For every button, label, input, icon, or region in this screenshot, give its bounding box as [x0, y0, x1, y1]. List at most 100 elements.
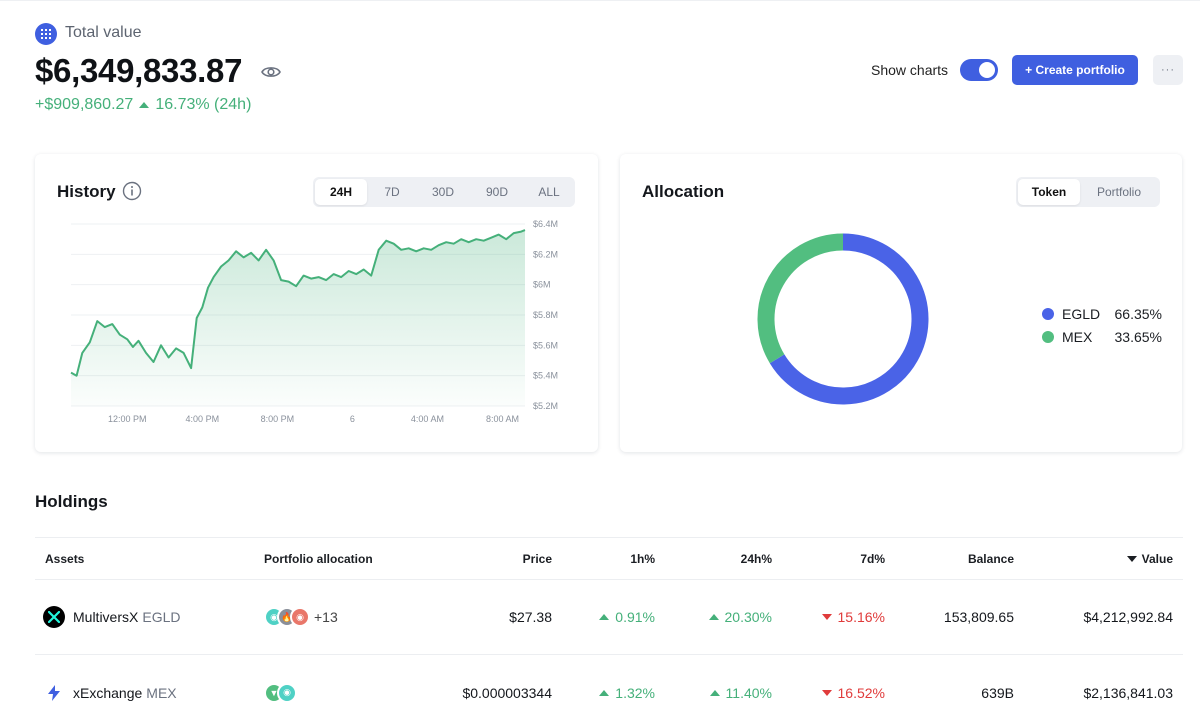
toggle-knob: [979, 62, 995, 78]
change-value: 0.91%: [615, 609, 655, 625]
change-value: 16.52%: [837, 684, 885, 701]
table-header: Assets Portfolio allocation Price 1h% 24…: [35, 537, 1183, 580]
price-cell: $0.000003344: [462, 684, 552, 701]
allocation-legend: EGLD 66.35% MEX 33.65%: [1042, 302, 1162, 348]
col-value-label: Value: [1141, 551, 1173, 566]
table-row[interactable]: MultiversX EGLD ◉ 🔥 ◉ +13 $27.38 0.91% 2…: [35, 580, 1183, 655]
tab-token[interactable]: Token: [1018, 179, 1080, 205]
asset-cell: MultiversX EGLD: [43, 580, 180, 654]
range-24h[interactable]: 24H: [315, 179, 367, 205]
info-icon[interactable]: [122, 181, 142, 206]
x-tick-label: 8:00 PM: [261, 414, 295, 424]
y-tick-label: $6.4M: [533, 219, 558, 229]
legend-name: EGLD: [1062, 305, 1101, 322]
total-value-amount: $6,349,833.87: [35, 52, 243, 89]
y-tick-label: $5.2M: [533, 401, 558, 411]
history-chart: $6.4M $6.2M $6M $5.8M $5.6M $5.4M $5.2M 12:00 P…: [70, 219, 558, 424]
change-value: 20.30%: [724, 609, 772, 625]
balance-cell: 153,809.65: [943, 609, 1014, 625]
up-arrow-icon: [139, 102, 150, 108]
tab-portfolio[interactable]: Portfolio: [1096, 185, 1142, 199]
col-24h[interactable]: 24h%: [740, 551, 772, 566]
col-balance[interactable]: Balance: [967, 551, 1014, 566]
y-tick-label: $5.6M: [533, 340, 558, 350]
down-arrow-icon: [821, 689, 832, 696]
more-options-button[interactable]: ···: [1153, 55, 1183, 85]
more-portfolios-count: +13: [314, 609, 338, 625]
value-cell: $2,136,841.03: [1083, 684, 1173, 701]
eye-icon[interactable]: [261, 62, 281, 87]
total-value-change: +$909,860.27 16.73% (24h): [35, 96, 251, 114]
col-value[interactable]: Value: [1073, 538, 1173, 579]
col-7d[interactable]: 7d%: [860, 551, 885, 566]
legend-pct: 33.65%: [1114, 328, 1162, 345]
change-value: 11.40%: [725, 684, 772, 701]
range-30d[interactable]: 30D: [431, 185, 454, 199]
portfolio-avatar: ◉: [277, 682, 297, 703]
lightning-icon: [43, 682, 65, 704]
mex-legend-dot: [1042, 330, 1054, 343]
top-divider: [0, 0, 1200, 1]
legend-mex: MEX 33.65%: [1042, 325, 1162, 348]
x-tick-label: 8:00 AM: [486, 414, 519, 424]
col-allocation[interactable]: Portfolio allocation: [264, 551, 373, 566]
asset-name: xExchange: [73, 684, 143, 701]
col-price[interactable]: Price: [522, 551, 552, 566]
x-tick-label: 12:00 PM: [108, 414, 147, 424]
history-card: History 24H 7D 30D 90D ALL $6.4M $6.2M $6M $5.8…: [35, 154, 598, 452]
sort-desc-icon: [1126, 555, 1137, 562]
table-row[interactable]: xExchange MEX ▼ ◉ $0.000003344 1.32% 11.…: [35, 655, 1183, 719]
history-line: [70, 229, 526, 377]
range-7d[interactable]: 7D: [384, 185, 400, 199]
allocation-title: Allocation: [642, 182, 725, 201]
change-24h-cell: 11.40%: [672, 655, 772, 719]
x-tick-label: 4:00 PM: [186, 414, 220, 424]
allocation-donut: [757, 233, 929, 405]
balance-cell: 639B: [981, 684, 1014, 701]
multiversx-icon: [43, 606, 65, 628]
create-portfolio-button[interactable]: + Create portfolio: [1012, 55, 1138, 85]
mex-slice[interactable]: [757, 233, 844, 364]
history-area: [71, 230, 525, 406]
up-arrow-icon: [599, 614, 610, 620]
change-24h-cell: 20.30%: [672, 580, 772, 654]
x-tick-label: 4:00 AM: [411, 414, 444, 424]
down-arrow-icon: [821, 614, 832, 620]
value-cell: $4,212,992.84: [1083, 609, 1173, 625]
allocation-cell: ▼ ◉: [264, 655, 297, 719]
y-tick-label: $6.2M: [533, 249, 558, 259]
asset-ticker: EGLD: [142, 609, 181, 625]
allocation-cell: ◉ 🔥 ◉ +13: [264, 580, 338, 654]
total-value-label: Total value: [65, 24, 142, 41]
y-tick-label: $5.4M: [533, 371, 558, 381]
legend-egld: EGLD 66.35%: [1042, 302, 1162, 325]
holdings-table: Assets Portfolio allocation Price 1h% 24…: [35, 537, 1183, 719]
asset-ticker: MEX: [146, 684, 177, 701]
allocation-card: Allocation Token Portfolio EGLD 66.35% ME…: [620, 154, 1182, 452]
legend-pct: 66.35%: [1114, 305, 1162, 322]
egld-slice[interactable]: [769, 233, 929, 405]
egld-legend-dot: [1042, 307, 1054, 320]
up-arrow-icon: [709, 689, 720, 696]
range-selector: 24H 7D 30D 90D ALL: [313, 177, 575, 207]
history-title: History: [57, 182, 116, 201]
change-1h-cell: 0.91%: [555, 580, 655, 654]
asset-name: MultiversX: [73, 609, 139, 625]
show-charts-toggle[interactable]: [960, 59, 998, 81]
allocation-tabs: Token Portfolio: [1016, 177, 1160, 207]
col-1h[interactable]: 1h%: [630, 551, 655, 566]
range-all[interactable]: ALL: [538, 185, 560, 199]
range-90d[interactable]: 90D: [485, 185, 508, 199]
change-value: 1.32%: [615, 684, 655, 701]
portfolio-avatar: ◉: [290, 607, 310, 627]
legend-name: MEX: [1062, 328, 1093, 345]
change-value: 15.16%: [837, 609, 885, 625]
holdings-title: Holdings: [35, 492, 108, 511]
x-tick-label: 6: [350, 414, 355, 424]
change-1h-cell: 1.32%: [555, 655, 655, 719]
change-amount: +$909,860.27: [35, 96, 134, 113]
change-7d-cell: 15.16%: [785, 580, 885, 654]
col-assets[interactable]: Assets: [45, 551, 85, 566]
y-tick-label: $6M: [533, 280, 551, 290]
price-cell: $27.38: [509, 609, 552, 625]
